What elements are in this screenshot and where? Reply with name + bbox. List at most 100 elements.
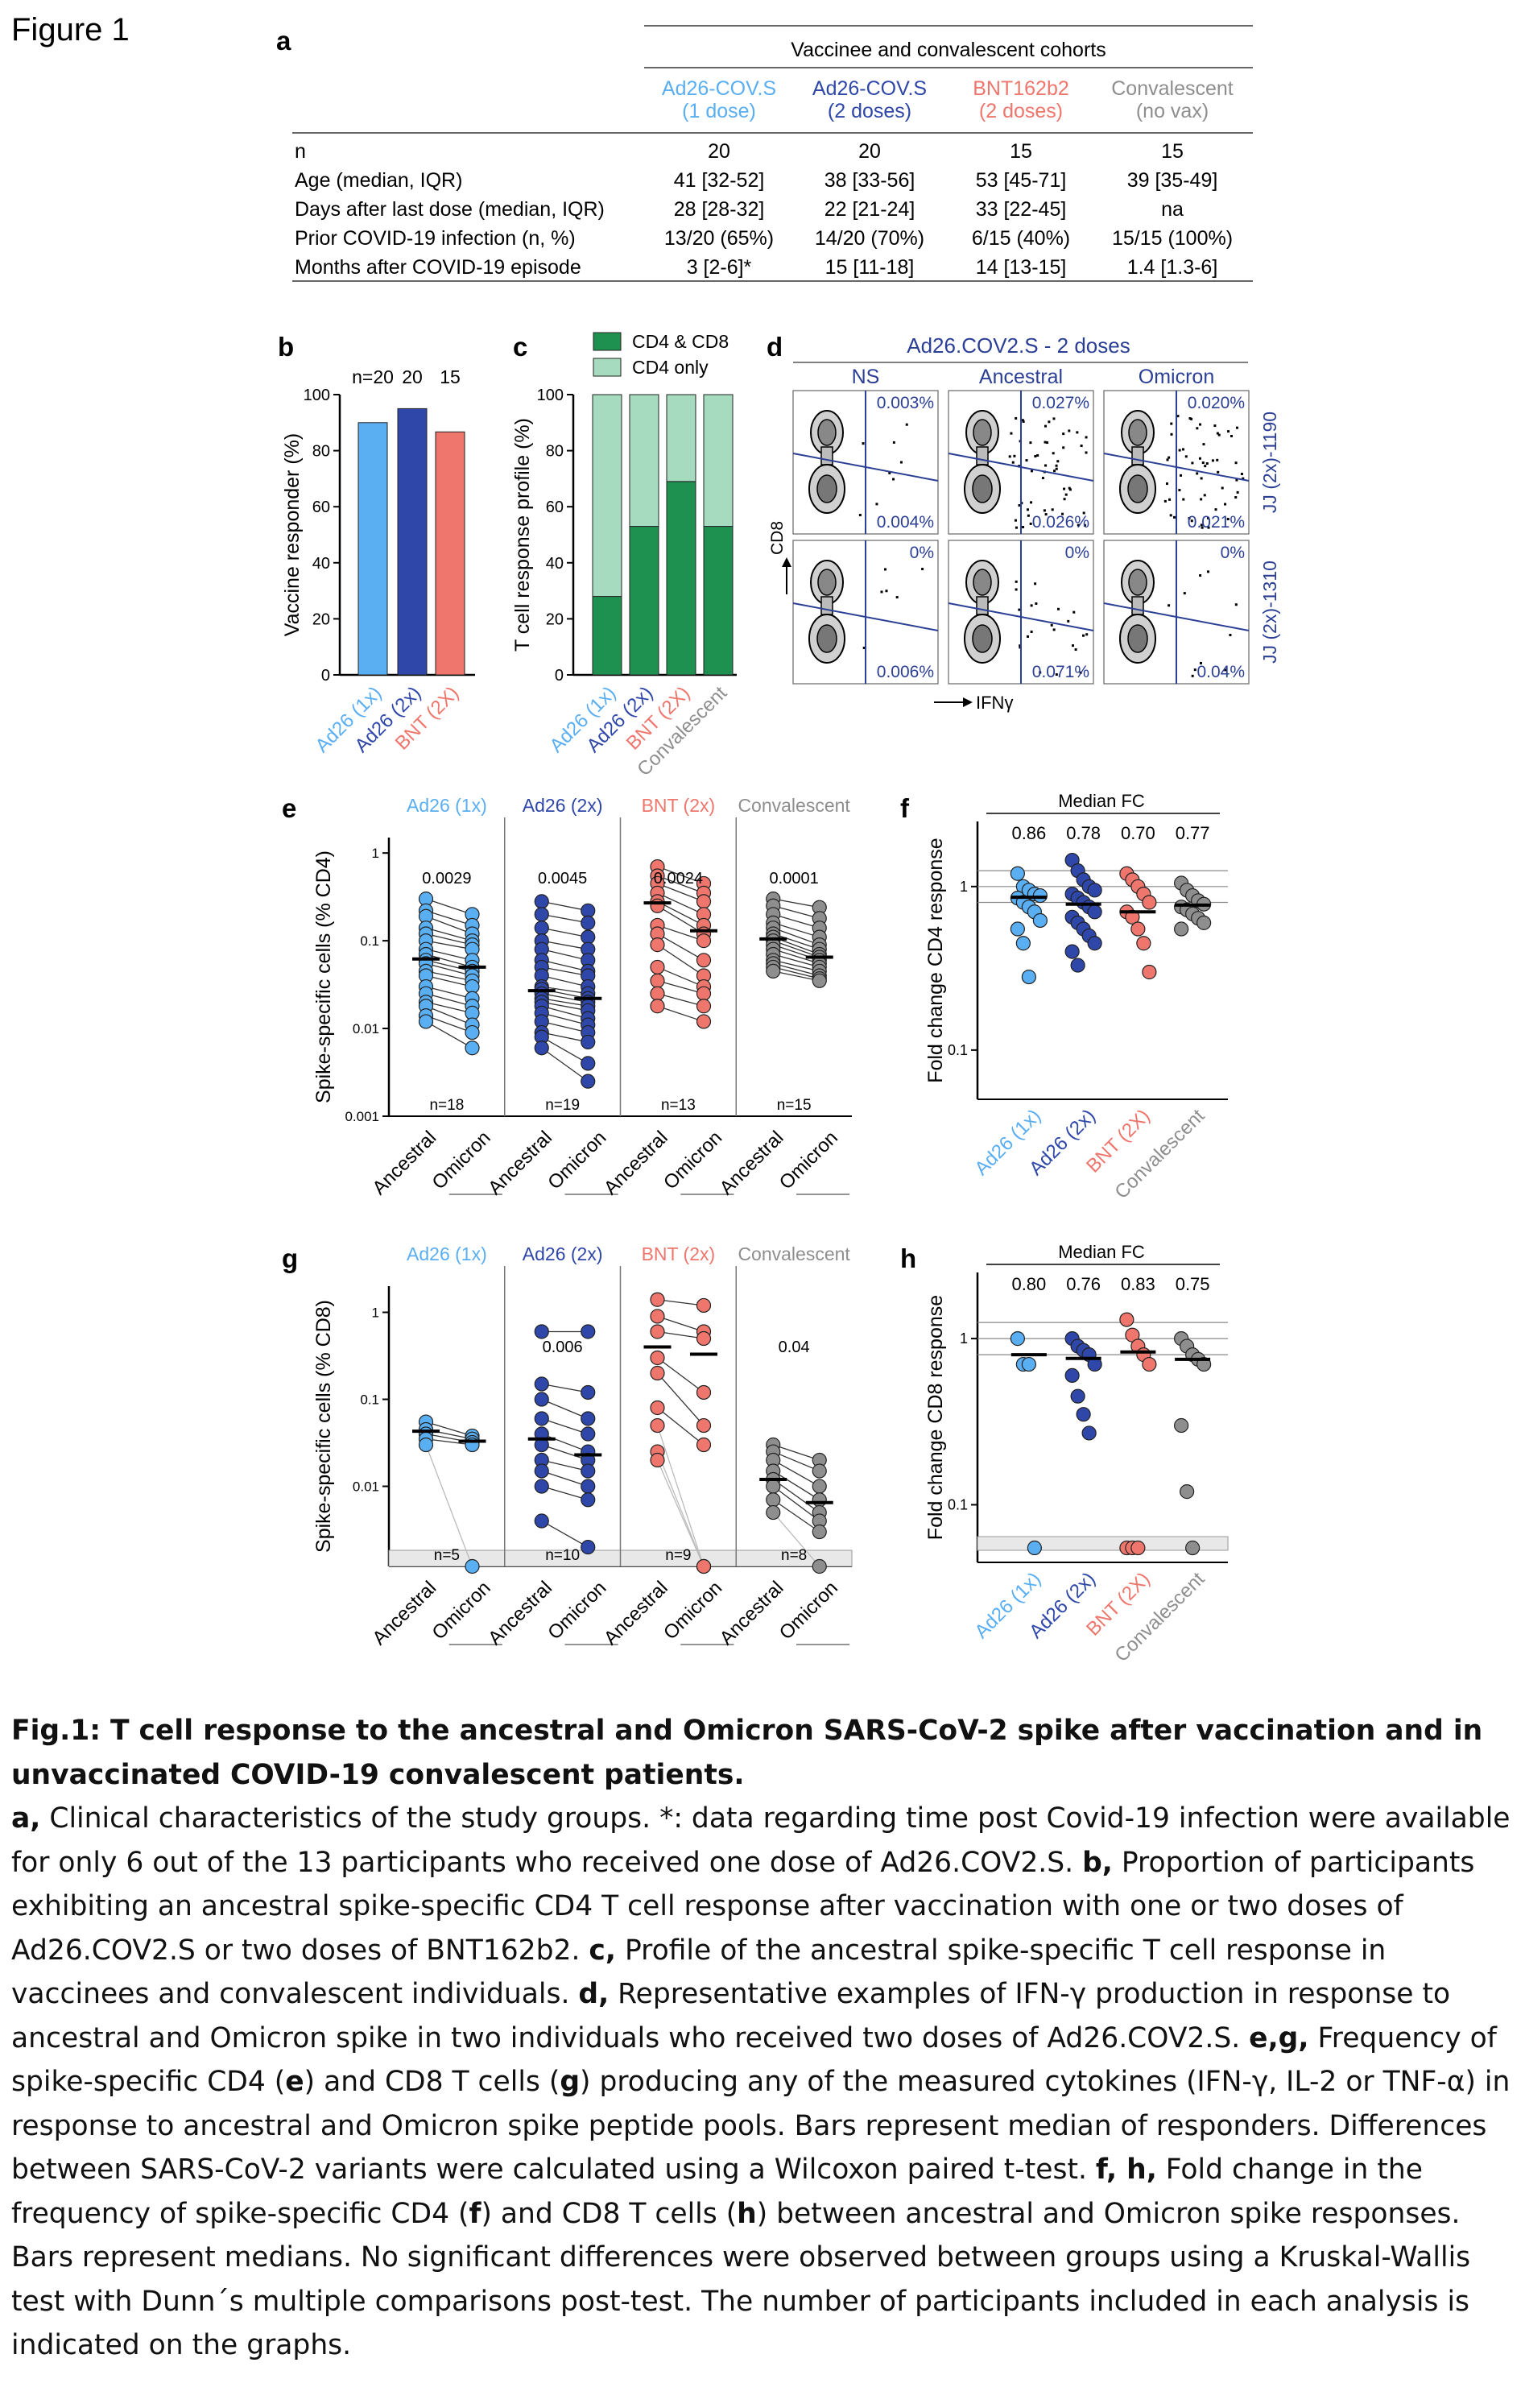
event-dot: [1067, 619, 1070, 623]
pair-line: [541, 1459, 589, 1472]
pair-line: [541, 986, 589, 995]
y-tick-label: 0.1: [360, 1392, 379, 1408]
event-dot: [1217, 433, 1221, 437]
fc-point: [1032, 912, 1048, 929]
panel-b-label: b: [278, 332, 294, 362]
density-contour: [973, 569, 992, 596]
table-cell: 22 [21-24]: [824, 198, 915, 221]
table-cell: 39 [35-49]: [1127, 169, 1218, 192]
pair-line: [773, 927, 820, 945]
y-tick-label: 0.001: [345, 1109, 379, 1124]
event-dot: [1043, 509, 1046, 512]
pair-line: [541, 1444, 589, 1461]
x-tick-label: Ancestral: [716, 1127, 788, 1199]
point-omicron: [812, 973, 827, 988]
pair-line: [656, 1425, 705, 1567]
pair-line: [541, 900, 589, 912]
point-ancestral: [650, 986, 665, 1001]
y-arrow-head: [782, 557, 791, 567]
table-cell: 1.4 [1.3-6]: [1127, 256, 1218, 279]
event-dot: [1191, 461, 1194, 465]
pair-line: [772, 1450, 820, 1472]
point-omicron: [581, 1074, 596, 1089]
pair-line: [657, 875, 705, 894]
point-ancestral: [418, 1437, 434, 1453]
density-contour: [972, 474, 993, 503]
pair-line: [657, 866, 705, 884]
table-cell: 38 [33-56]: [824, 169, 915, 192]
point-omicron: [581, 1426, 596, 1442]
pair-line: [541, 998, 589, 1007]
event-dot: [1068, 429, 1071, 432]
event-dot: [905, 423, 908, 426]
pair-line: [425, 933, 473, 945]
event-dot: [1085, 451, 1088, 454]
point-ancestral: [534, 1479, 549, 1494]
event-dot: [1062, 432, 1065, 436]
pair-line: [541, 1047, 589, 1082]
pair-line: [773, 959, 820, 972]
pair-line: [541, 1485, 589, 1500]
point-ancestral: [650, 973, 665, 988]
density-contour: [976, 446, 989, 465]
event-dot: [1068, 486, 1071, 490]
event-dot: [1240, 473, 1243, 476]
pair-line: [425, 986, 473, 999]
density-contour: [817, 569, 837, 596]
bar-cd4-cd8: [666, 481, 696, 676]
point-omicron: [581, 915, 596, 930]
gate-line-diagonal: [948, 602, 1094, 631]
event-dot: [1082, 511, 1085, 515]
event-dot: [1173, 515, 1176, 519]
point-ancestral: [534, 1463, 549, 1479]
point-ancestral: [650, 937, 665, 953]
median-fc-value: 0.77: [1176, 823, 1210, 843]
event-dot: [1168, 456, 1171, 459]
event-dot: [1085, 436, 1088, 439]
gate-percent-lower: 0.004%: [877, 513, 934, 532]
event-dot: [1236, 426, 1239, 429]
fc-point: [1142, 1356, 1157, 1372]
panel-a-table: a Vaccinee and convalescent cohorts Ad26…: [276, 25, 1253, 282]
point-omicron: [581, 1492, 596, 1508]
point-omicron: [465, 1041, 480, 1056]
density-contour: [1131, 446, 1144, 465]
event-dot: [1026, 508, 1029, 511]
flow-plot: 0% 0.071%: [948, 540, 1094, 685]
event-dot: [1201, 461, 1205, 465]
pair-line: [773, 933, 820, 950]
gate-percent-upper: 0.020%: [1188, 394, 1245, 412]
event-dot: [1052, 417, 1056, 420]
pair-line: [541, 1005, 589, 1020]
event-dot: [1207, 570, 1210, 573]
point-ancestral: [766, 1479, 781, 1494]
event-dot: [1052, 628, 1056, 631]
table-row-label: n: [295, 140, 306, 163]
event-dot: [1056, 460, 1060, 463]
event-dot: [1062, 446, 1065, 449]
pair-line: [773, 913, 820, 929]
point-ancestral: [650, 1452, 665, 1468]
n-label: n=19: [545, 1097, 580, 1114]
event-dot: [1044, 441, 1047, 444]
figure-caption: Fig.1: T cell response to the ancestral …: [11, 1709, 1514, 2368]
fc-point: [1119, 1312, 1134, 1327]
fc-point: [1136, 936, 1151, 951]
n-label: n=10: [545, 1547, 580, 1564]
y-tick-label: 0.1: [948, 1496, 968, 1512]
point-omicron: [581, 1034, 596, 1050]
y-tick-label: 0: [321, 667, 330, 685]
fc-point: [1081, 1425, 1097, 1441]
point-omicron: [581, 1463, 596, 1479]
event-dot: [1206, 516, 1209, 519]
fc-point: [1142, 964, 1157, 980]
pair-line: [657, 1372, 705, 1426]
legend-swatch-cd4-only: [593, 358, 622, 377]
point-ancestral: [534, 1411, 549, 1426]
n-label: n=9: [665, 1547, 691, 1564]
point-omicron: [812, 1524, 827, 1540]
event-dot: [892, 478, 895, 481]
event-dot: [1216, 432, 1219, 435]
event-dot: [1030, 501, 1033, 504]
event-dot: [1224, 668, 1227, 672]
